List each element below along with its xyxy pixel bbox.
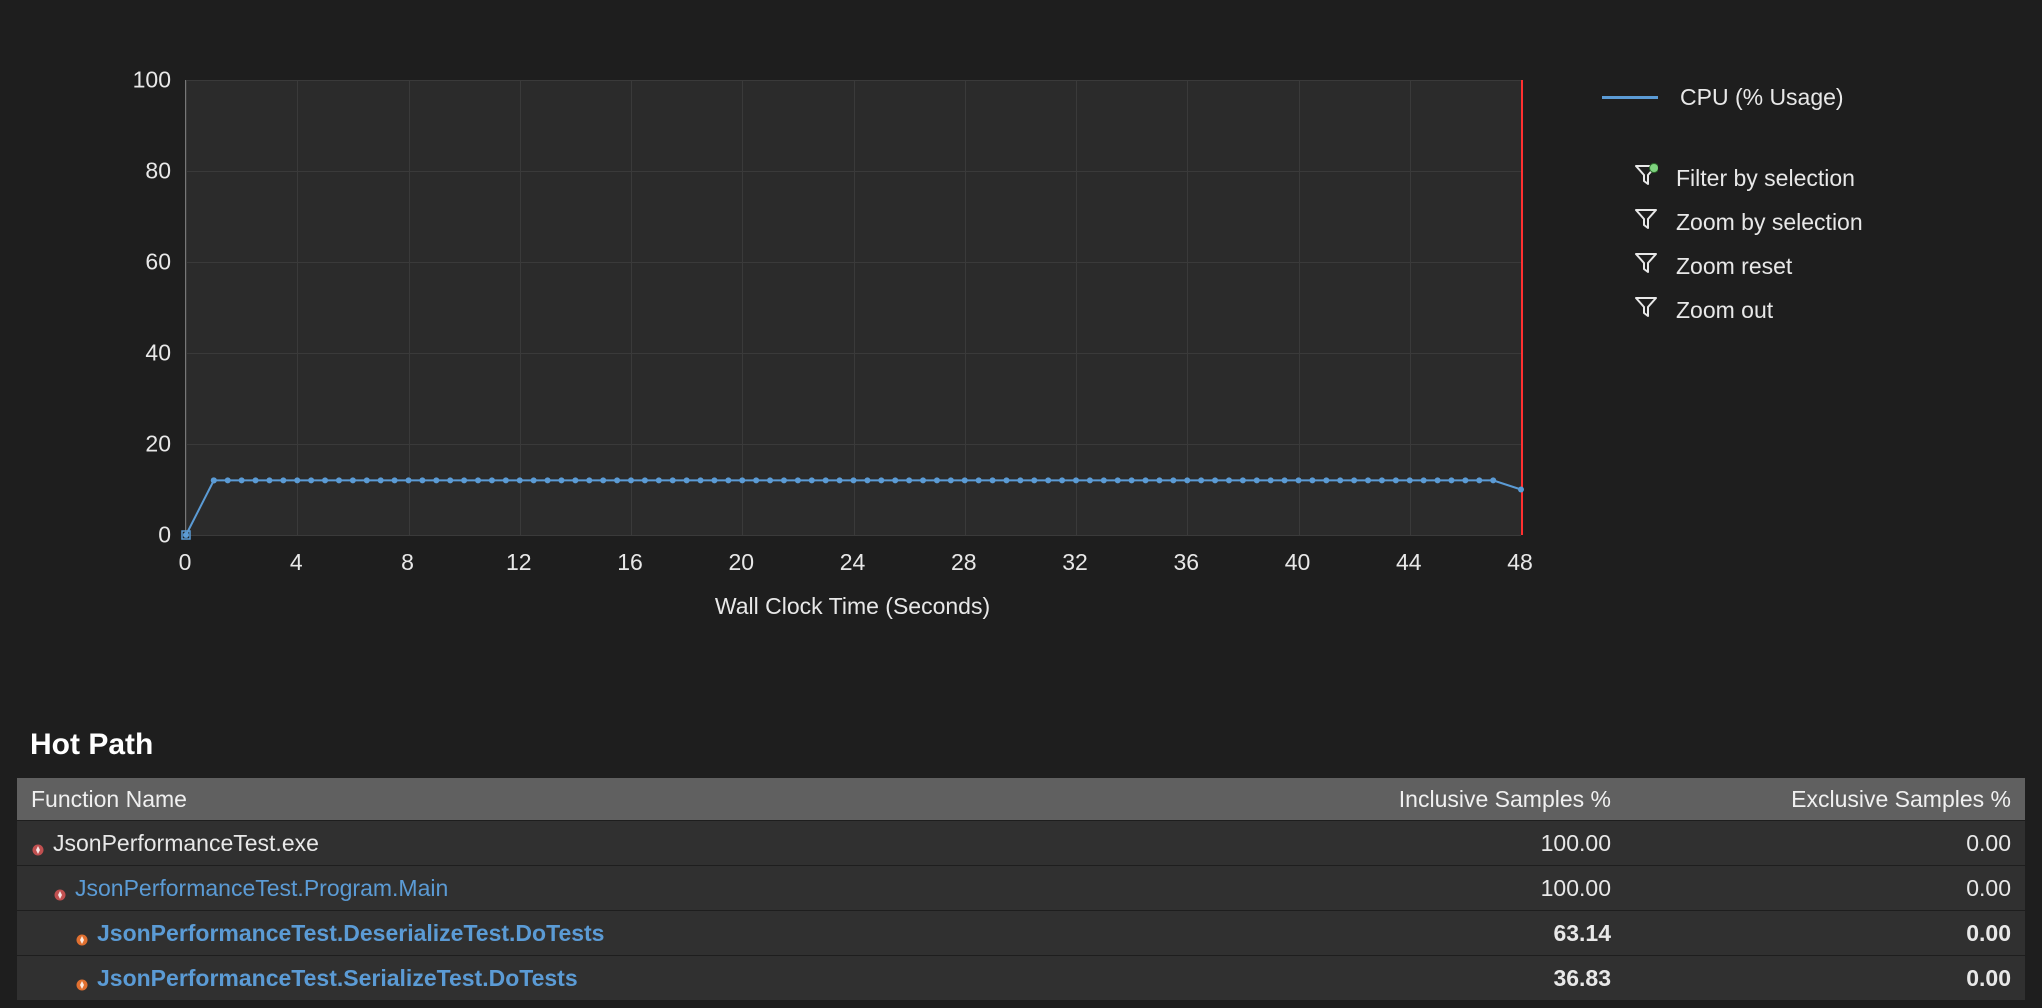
chart-plot-area[interactable] — [185, 80, 1521, 536]
cell-function-name: JsonPerformanceTest.DeserializeTest.DoTe… — [17, 920, 1255, 947]
function-name: JsonPerformanceTest.exe — [53, 830, 319, 857]
table-header: Function Name Inclusive Samples % Exclus… — [17, 778, 2025, 820]
chart-actions: Filter by selection Zoom by selection Zo… — [1634, 163, 1863, 325]
x-tick-label: 48 — [1507, 549, 1533, 576]
cell-function-name: JsonPerformanceTest.Program.Main — [17, 875, 1255, 902]
x-tick-label: 44 — [1396, 549, 1422, 576]
x-tick-label: 20 — [728, 549, 754, 576]
table-row[interactable]: JsonPerformanceTest.DeserializeTest.DoTe… — [17, 910, 2025, 955]
cell-exclusive: 0.00 — [1625, 920, 2025, 947]
cell-exclusive: 0.00 — [1625, 965, 2025, 992]
funnel-icon — [1634, 163, 1658, 193]
chart-series — [186, 80, 1521, 535]
y-tick-label: 60 — [145, 249, 171, 276]
cell-inclusive: 100.00 — [1255, 875, 1625, 902]
y-tick-label: 40 — [145, 340, 171, 367]
x-tick-label: 40 — [1285, 549, 1311, 576]
funnel-icon — [1634, 251, 1658, 281]
chart-legend: CPU (% Usage) — [1602, 84, 1844, 111]
x-axis-title: Wall Clock Time (Seconds) — [715, 593, 990, 620]
hot-path-icon — [53, 881, 67, 895]
x-tick-label: 4 — [290, 549, 303, 576]
x-tick-label: 36 — [1173, 549, 1199, 576]
zoom-by-selection[interactable]: Zoom by selection — [1634, 207, 1863, 237]
hot-path-icon — [75, 926, 89, 940]
zoom-out[interactable]: Zoom out — [1634, 295, 1863, 325]
grid-line — [186, 535, 1521, 536]
function-name[interactable]: JsonPerformanceTest.SerializeTest.DoTest… — [97, 965, 578, 992]
funnel-icon — [1634, 207, 1658, 237]
cell-function-name: JsonPerformanceTest.exe — [17, 830, 1255, 857]
x-tick-label: 24 — [840, 549, 866, 576]
table-row[interactable]: JsonPerformanceTest.Program.Main 100.000.… — [17, 865, 2025, 910]
cell-inclusive: 63.14 — [1255, 920, 1625, 947]
action-label: Zoom by selection — [1676, 209, 1863, 236]
col-header-inclusive[interactable]: Inclusive Samples % — [1255, 786, 1625, 813]
cell-exclusive: 0.00 — [1625, 830, 2025, 857]
x-tick-label: 8 — [401, 549, 414, 576]
cell-inclusive: 36.83 — [1255, 965, 1625, 992]
x-tick-label: 0 — [179, 549, 192, 576]
x-tick-label: 16 — [617, 549, 643, 576]
zoom-reset[interactable]: Zoom reset — [1634, 251, 1863, 281]
cell-function-name: JsonPerformanceTest.SerializeTest.DoTest… — [17, 965, 1255, 992]
table-row[interactable]: JsonPerformanceTest.exe 100.000.00 — [17, 820, 2025, 865]
y-tick-label: 100 — [133, 67, 171, 94]
funnel-icon — [1634, 295, 1658, 325]
function-name[interactable]: JsonPerformanceTest.Program.Main — [75, 875, 448, 902]
legend-swatch — [1602, 96, 1658, 99]
function-name[interactable]: JsonPerformanceTest.DeserializeTest.DoTe… — [97, 920, 604, 947]
y-tick-label: 80 — [145, 158, 171, 185]
hot-path-icon — [31, 836, 45, 850]
table-body: JsonPerformanceTest.exe100.000.00 JsonPe… — [17, 820, 2025, 1000]
filter-by-selection[interactable]: Filter by selection — [1634, 163, 1863, 193]
hot-path-title: Hot Path — [30, 728, 153, 762]
x-tick-label: 32 — [1062, 549, 1088, 576]
cell-inclusive: 100.00 — [1255, 830, 1625, 857]
legend-label: CPU (% Usage) — [1680, 84, 1844, 111]
action-label: Zoom reset — [1676, 253, 1792, 280]
action-label: Zoom out — [1676, 297, 1773, 324]
time-marker-line[interactable] — [1521, 80, 1523, 535]
col-header-function-name[interactable]: Function Name — [17, 786, 1255, 813]
hot-path-table: Function Name Inclusive Samples % Exclus… — [17, 778, 2025, 1000]
table-row[interactable]: JsonPerformanceTest.SerializeTest.DoTest… — [17, 955, 2025, 1000]
y-tick-label: 20 — [145, 431, 171, 458]
cell-exclusive: 0.00 — [1625, 875, 2025, 902]
hot-path-icon — [75, 971, 89, 985]
x-tick-label: 28 — [951, 549, 977, 576]
col-header-exclusive[interactable]: Exclusive Samples % — [1625, 786, 2025, 813]
y-tick-label: 0 — [158, 522, 171, 549]
action-label: Filter by selection — [1676, 165, 1855, 192]
x-tick-label: 12 — [506, 549, 532, 576]
